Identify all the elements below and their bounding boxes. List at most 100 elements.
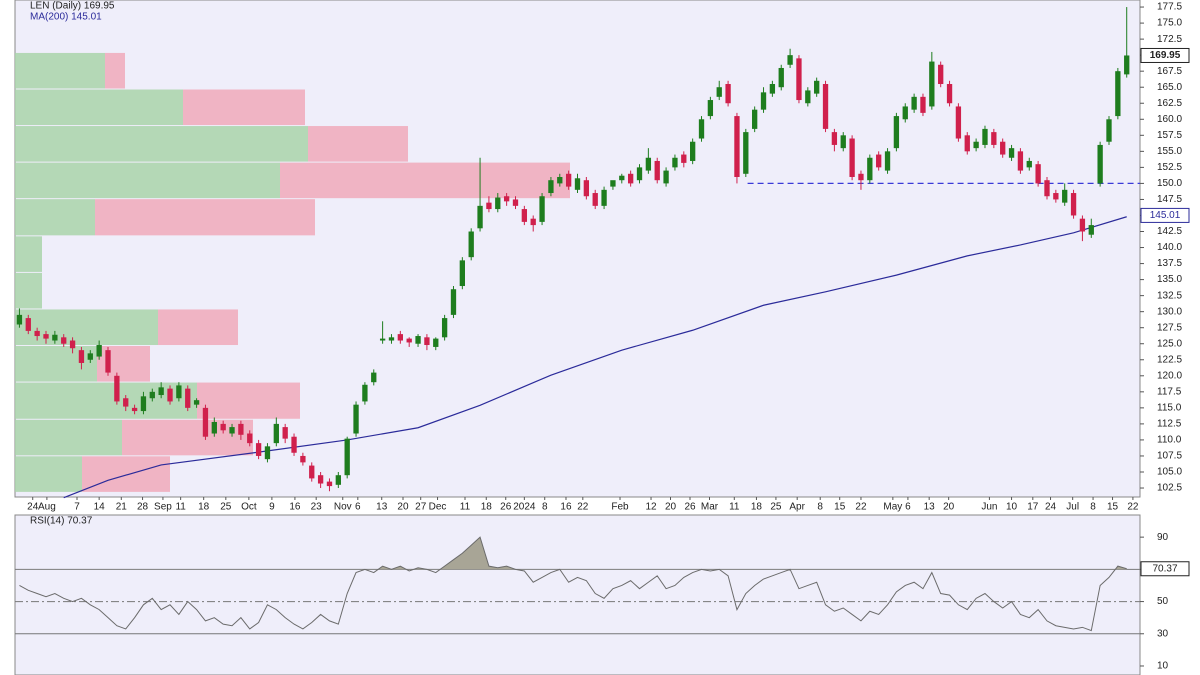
candle-body xyxy=(672,157,678,168)
x-tick-label: 17 xyxy=(1027,502,1039,513)
volume-down-bar xyxy=(197,382,300,419)
y-tick-label: 150.0 xyxy=(1157,178,1182,189)
candle-body xyxy=(946,84,953,104)
candle-body xyxy=(530,218,536,226)
candle-body xyxy=(282,427,288,439)
volume-up-bar xyxy=(15,382,197,419)
y-tick-label: 147.5 xyxy=(1157,194,1182,205)
candle-body xyxy=(309,465,315,479)
candle-body xyxy=(220,423,226,431)
x-tick-label: 22 xyxy=(855,502,867,513)
volume-down-bar xyxy=(183,89,305,126)
candle-body xyxy=(1079,218,1086,232)
candle-body xyxy=(840,135,846,149)
candle-body xyxy=(681,154,687,163)
y-tick-label: 102.5 xyxy=(1157,483,1182,494)
candle-body xyxy=(415,336,421,344)
candle-body xyxy=(158,387,164,396)
x-tick-label: 18 xyxy=(481,502,493,513)
x-tick-label: 13 xyxy=(924,502,936,513)
x-tick-label: 23 xyxy=(311,502,323,513)
volume-up-bar xyxy=(15,162,280,199)
candle-body xyxy=(1097,144,1103,184)
candle-body xyxy=(238,423,244,435)
y-tick-label: 107.5 xyxy=(1157,451,1182,462)
y-tick-label: 50 xyxy=(1157,596,1169,607)
candle-body xyxy=(601,189,607,206)
y-tick-label: 157.5 xyxy=(1157,130,1182,141)
candle-body xyxy=(902,106,908,120)
candle-body xyxy=(486,202,492,210)
volume-up-bar xyxy=(15,456,82,492)
x-tick-label: 8 xyxy=(817,502,823,513)
rsi-last-box xyxy=(1140,561,1190,577)
candle-body xyxy=(849,138,855,177)
x-tick-label: 20 xyxy=(397,502,409,513)
candle-body xyxy=(752,109,758,129)
last-price-label: 169.95 xyxy=(1150,50,1181,61)
volume-down-bar xyxy=(82,456,170,492)
y-tick-label: 127.5 xyxy=(1157,322,1182,333)
candle-body xyxy=(1070,193,1077,216)
candle-body xyxy=(353,404,359,434)
candle-body xyxy=(317,475,324,484)
x-tick-label: Nov xyxy=(334,502,352,513)
rsi-title: RSI(14) 70.37 xyxy=(30,516,93,527)
volume-up-bar xyxy=(15,309,158,346)
x-tick-label: 16 xyxy=(289,502,301,513)
ma-legend: MA(200) 145.01 xyxy=(30,12,102,23)
x-tick-label: 18 xyxy=(751,502,763,513)
candle-body xyxy=(548,180,554,194)
x-tick-label: 28 xyxy=(137,502,149,513)
x-tick-label: 6 xyxy=(905,502,911,513)
candle-body xyxy=(229,427,235,434)
candle-body xyxy=(911,96,917,110)
volume-down-bar xyxy=(122,419,253,456)
y-tick-label: 125.0 xyxy=(1157,338,1182,349)
rsi-panel xyxy=(14,514,1141,675)
x-tick-label: 15 xyxy=(1107,502,1119,513)
candle-body xyxy=(291,436,297,453)
candle-body xyxy=(955,106,962,139)
y-tick-label: 137.5 xyxy=(1157,258,1182,269)
x-tick-label: 18 xyxy=(198,502,210,513)
y-tick-label: 132.5 xyxy=(1157,290,1182,301)
candle-body xyxy=(105,350,111,373)
candle-body xyxy=(424,337,430,346)
candle-body xyxy=(441,318,448,338)
x-tick-label: 13 xyxy=(376,502,388,513)
candle-body xyxy=(123,398,129,407)
price-title: LEN (Daily) 169.95 xyxy=(30,1,115,12)
candle-body xyxy=(114,375,120,402)
volume-down-bar xyxy=(105,52,125,89)
candle-body xyxy=(43,334,49,339)
x-tick-label: 7 xyxy=(74,502,80,513)
candle-body xyxy=(406,338,412,343)
volume-up-bar xyxy=(15,346,97,382)
y-tick-label: 130.0 xyxy=(1157,306,1182,317)
y-tick-label: 117.5 xyxy=(1157,386,1182,397)
candle-body xyxy=(938,64,944,85)
x-tick-label: 24 xyxy=(27,502,39,513)
rsi-last-label: 70.37 xyxy=(1152,563,1177,574)
candle-body xyxy=(893,116,900,149)
candle-body xyxy=(991,132,997,145)
candle-body xyxy=(929,61,935,107)
candle-body xyxy=(459,260,465,287)
volume-up-bar xyxy=(15,419,122,456)
candle-body xyxy=(78,350,85,363)
candle-body xyxy=(264,446,271,460)
y-tick-label: 175.0 xyxy=(1157,18,1182,29)
x-tick-label: 12 xyxy=(645,502,657,513)
y-tick-label: 10 xyxy=(1157,661,1169,672)
y-tick-label: 110.0 xyxy=(1157,435,1182,446)
candle-body xyxy=(982,128,988,145)
x-tick-label: Jul xyxy=(1066,502,1079,513)
volume-up-bar xyxy=(15,126,308,162)
candle-body xyxy=(87,353,93,360)
candle-body xyxy=(273,423,279,444)
candle-body xyxy=(574,178,581,190)
x-tick-label: 20 xyxy=(665,502,677,513)
volume-up-bar xyxy=(15,89,183,126)
ma-last-label: 145.01 xyxy=(1150,210,1181,221)
